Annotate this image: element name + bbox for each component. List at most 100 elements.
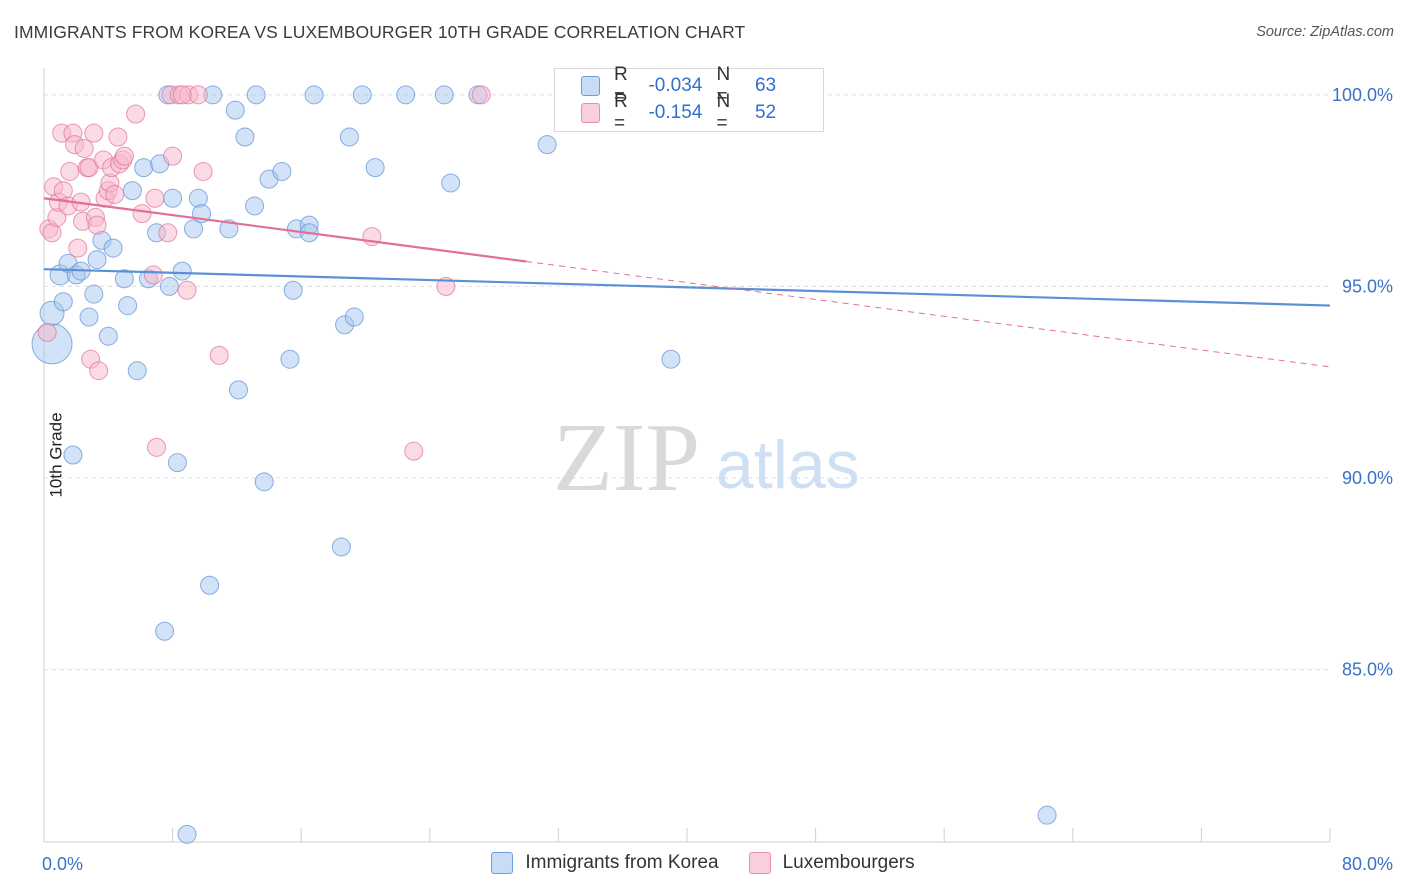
korea-point (188, 188, 208, 208)
luxembourg-point (37, 322, 57, 342)
luxembourg-point (126, 104, 146, 124)
korea-point (280, 349, 300, 369)
legend-n-label: N = (716, 64, 731, 107)
legend-label-luxembourg: Luxembourgers (782, 852, 915, 873)
korea-point (79, 307, 99, 327)
legend-swatch-korea (491, 852, 514, 874)
korea-point (537, 135, 557, 155)
legend-swatch-luxembourg (748, 852, 771, 874)
korea-point (200, 575, 220, 595)
korea-point (235, 127, 255, 147)
watermark: ZIP atlas (553, 404, 860, 512)
korea-point (365, 158, 385, 178)
korea-point (304, 85, 324, 105)
korea-point (163, 188, 183, 208)
korea-point (84, 284, 104, 304)
legend-n-value: 63 (754, 75, 777, 96)
watermark-zip: ZIP (553, 404, 700, 512)
korea-point (283, 280, 303, 300)
data-points (31, 85, 1057, 844)
korea-trend-solid (43, 268, 1331, 307)
luxembourg-point (84, 123, 104, 143)
luxembourg-trend-solid (43, 197, 527, 263)
luxembourg-point (172, 85, 192, 105)
korea-point (331, 537, 351, 557)
legend-swatch-luxembourg (581, 103, 601, 123)
luxembourg-point (177, 280, 197, 300)
korea-point (229, 380, 249, 400)
korea-point (114, 269, 134, 289)
korea-point (344, 307, 364, 327)
korea-point (396, 85, 416, 105)
korea-point (127, 361, 147, 381)
korea-point (254, 472, 274, 492)
y-tick-label: 100.0% (1332, 85, 1393, 105)
luxembourg-point (74, 138, 94, 158)
luxembourg-point (108, 127, 128, 147)
luxembourg-point (188, 85, 208, 105)
korea-point (159, 276, 179, 296)
legend-r-label: R = (614, 91, 628, 134)
korea-point (177, 824, 197, 844)
korea-point (225, 100, 245, 120)
korea-point (98, 326, 118, 346)
legend-swatch-korea (581, 76, 601, 96)
korea-point (183, 219, 203, 239)
luxembourg-point (87, 215, 107, 235)
tick-labels: 85.0% 90.0% 95.0% 100.0% 0.0% 80.0% (42, 85, 1393, 874)
korea-point (661, 349, 681, 369)
luxembourg-trend-dashed (526, 261, 1331, 368)
y-tick-label: 90.0% (1342, 468, 1393, 488)
x-tick-label-min: 0.0% (42, 854, 83, 874)
korea-point (122, 181, 142, 201)
korea-point (103, 238, 123, 258)
legend-item-luxembourg[interactable]: Luxembourgers (748, 852, 915, 874)
source-label: Source: ZipAtlas.com (1256, 24, 1394, 40)
luxembourg-point (147, 437, 167, 457)
luxembourg-point (60, 161, 80, 181)
stats-legend: R = -0.034 N = 63 R = -0.154 N = 52 (554, 64, 824, 134)
legend-n-label: N = (716, 91, 731, 134)
korea-point (272, 161, 292, 181)
series-legend: Immigrants from Korea Luxembourgers (0, 852, 1406, 874)
korea-point (53, 292, 73, 312)
luxembourg-point (209, 345, 229, 365)
luxembourg-point (89, 361, 109, 381)
luxembourg-point (193, 161, 213, 181)
korea-point (434, 85, 454, 105)
korea-point (172, 261, 192, 281)
legend-r-label: R = (614, 64, 628, 107)
korea-point (339, 127, 359, 147)
luxembourg-point (68, 238, 88, 258)
korea-point (155, 621, 175, 641)
korea-point (63, 445, 83, 465)
korea-point (134, 158, 154, 178)
korea-point (118, 296, 138, 316)
korea-point (352, 85, 372, 105)
legend-label-korea: Immigrants from Korea (525, 852, 719, 873)
axes (43, 68, 1331, 843)
y-axis-label: 10th Grade (46, 412, 66, 498)
legend-r-value: -0.034 (648, 75, 703, 96)
luxembourg-point (114, 146, 134, 166)
luxembourg-point (143, 265, 163, 285)
chart-title: IMMIGRANTS FROM KOREA VS LUXEMBOURGER 10… (14, 22, 746, 42)
korea-point (87, 250, 107, 270)
luxembourg-point (158, 223, 178, 243)
korea-point (219, 219, 239, 239)
watermark-atlas: atlas (716, 427, 860, 503)
korea-point (246, 85, 266, 105)
luxembourg-point (132, 204, 152, 224)
trend-lines (43, 197, 1331, 368)
legend-n-value: 52 (754, 102, 777, 123)
korea-point (441, 173, 461, 193)
luxembourg-point (436, 276, 456, 296)
korea-point (167, 453, 187, 473)
luxembourg-point (404, 441, 424, 461)
legend-row-korea: R = -0.034 N = 63 (581, 64, 823, 107)
luxembourg-point (163, 146, 183, 166)
luxembourg-point (105, 184, 125, 204)
luxembourg-point (145, 188, 165, 208)
legend-item-korea[interactable]: Immigrants from Korea (491, 852, 719, 874)
